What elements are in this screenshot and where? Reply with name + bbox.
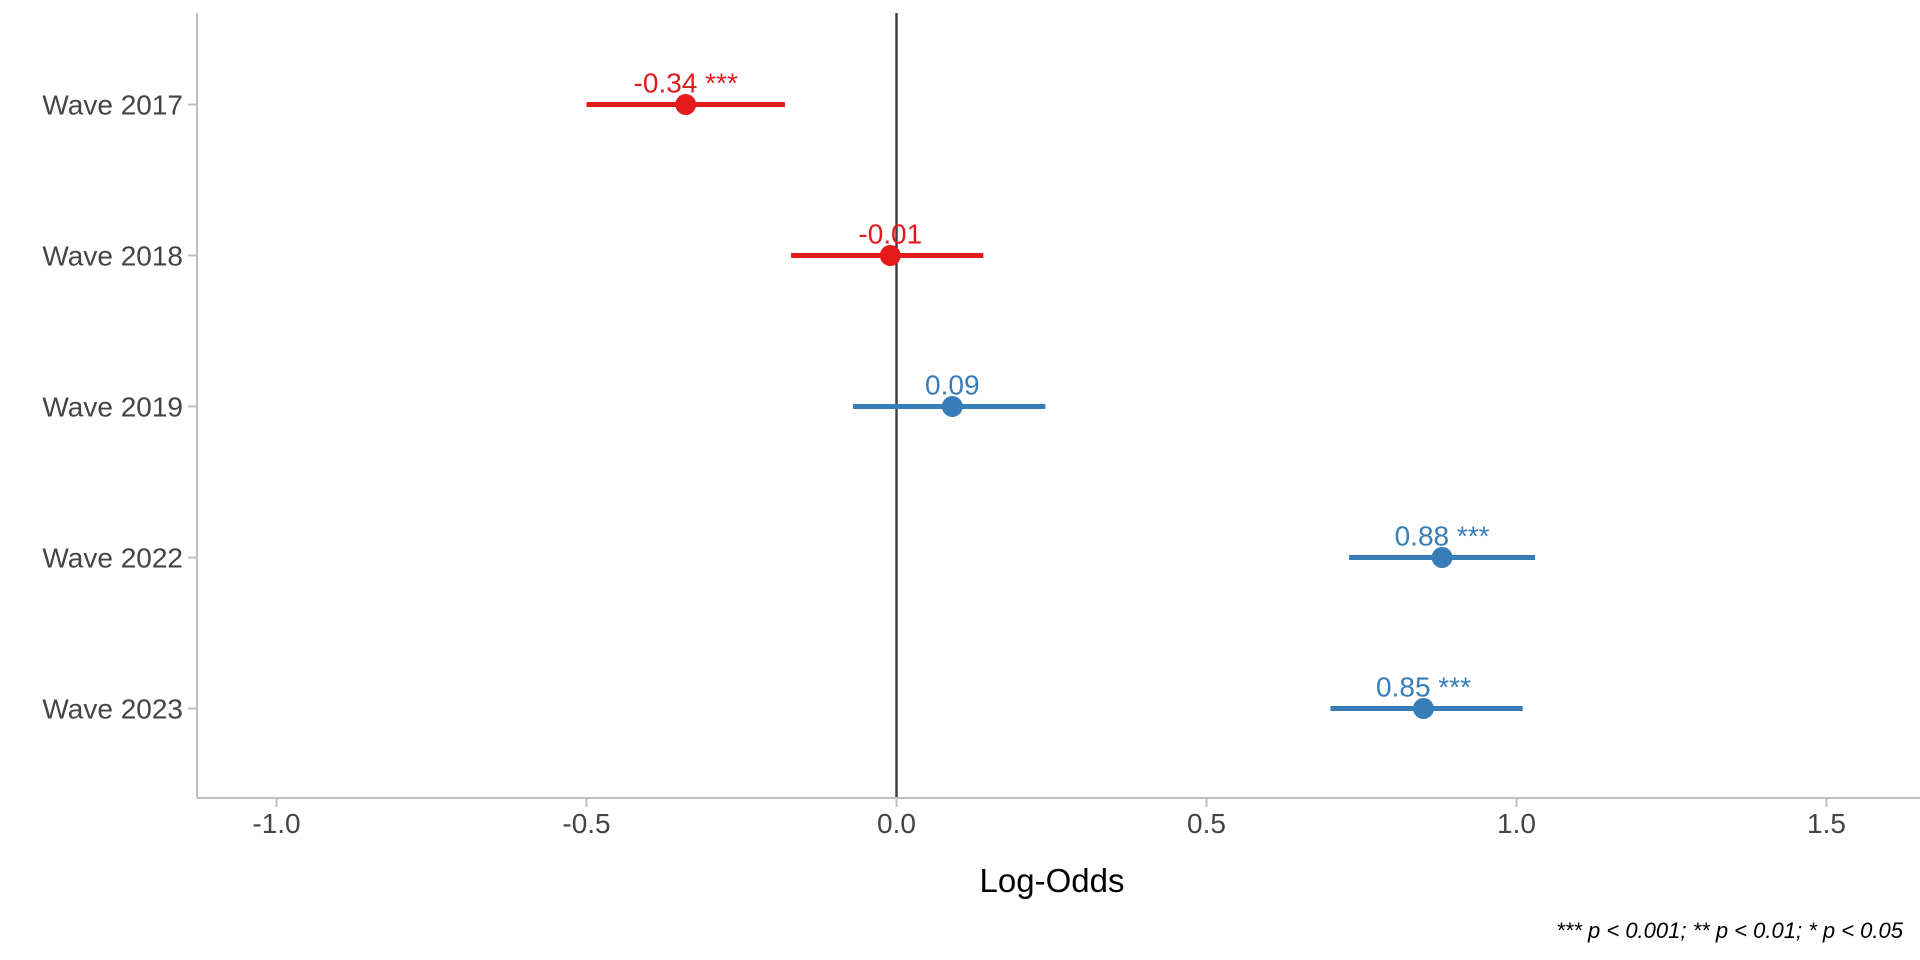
- row-wave-2017: -0.34 ***: [586, 68, 785, 115]
- row-wave-2022: 0.88 ***: [1349, 521, 1536, 568]
- x-tick-label-1-5: 1.5: [1807, 808, 1846, 839]
- x-axis-title: Log-Odds: [980, 862, 1125, 899]
- estimate-label-wave-2023: 0.85 ***: [1376, 672, 1471, 703]
- row-wave-2018: -0.01: [791, 219, 984, 266]
- row-wave-2019: 0.09: [853, 370, 1046, 417]
- y-axis-label-wave-2022: Wave 2022: [42, 543, 183, 574]
- estimate-label-wave-2018: -0.01: [858, 219, 922, 250]
- y-axis-label-wave-2019: Wave 2019: [42, 392, 183, 423]
- estimate-label-wave-2019: 0.09: [925, 370, 980, 401]
- estimate-label-wave-2017: -0.34 ***: [634, 68, 738, 99]
- y-axis-label-wave-2023: Wave 2023: [42, 694, 183, 725]
- estimate-dot-wave-2017: [675, 94, 697, 115]
- y-axis-label-wave-2018: Wave 2018: [42, 241, 183, 272]
- row-wave-2023: 0.85 ***: [1330, 672, 1523, 719]
- x-tick-label-0-5: -0.5: [562, 808, 610, 839]
- significance-footnote: *** p < 0.001; ** p < 0.01; * p < 0.05: [1556, 918, 1904, 943]
- x-tick-label-0-5: 0.5: [1187, 808, 1226, 839]
- estimate-dot-wave-2018: [879, 245, 901, 266]
- x-tick-label-0-0: 0.0: [877, 808, 916, 839]
- estimate-dot-wave-2023: [1413, 698, 1434, 719]
- estimate-label-wave-2022: 0.88 ***: [1395, 521, 1490, 552]
- estimate-dot-wave-2019: [941, 396, 963, 417]
- x-tick-label-1-0: -1.0: [252, 808, 300, 839]
- x-tick-label-1-0: 1.0: [1497, 808, 1536, 839]
- y-axis-label-wave-2017: Wave 2017: [42, 90, 183, 121]
- series: -0.34 *** -0.01 0.09 0.88 *** 0.85 ***: [586, 68, 1536, 719]
- axes: -1.0 -0.5 0.0 0.5 1.0 1.5 Wave 2017 Wave 2018 Wa…: [42, 13, 1920, 839]
- estimate-dot-wave-2022: [1431, 547, 1453, 568]
